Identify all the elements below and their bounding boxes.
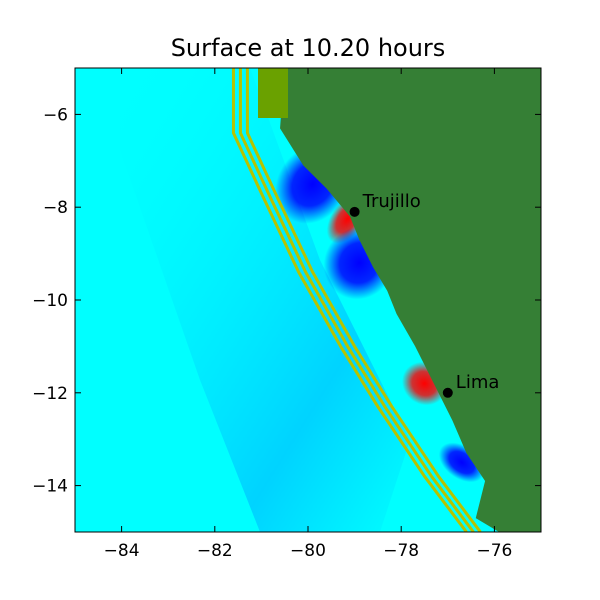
y-tick-label: −12 (32, 384, 68, 404)
x-tick-label: −78 (383, 541, 419, 561)
city-label-trujillo: Trujillo (362, 191, 421, 212)
contour-line-0 (231, 68, 468, 532)
y-tick-label: −14 (32, 477, 68, 497)
contour-line-2 (245, 68, 482, 532)
bathymetry-contours (231, 68, 482, 532)
y-tick-label: −10 (32, 291, 68, 311)
y-tick-label: −8 (43, 198, 68, 218)
x-tick-label: −80 (290, 541, 326, 561)
land-mass (280, 68, 541, 532)
city-markers: Trujillo Lima (349, 191, 500, 398)
x-tick-label: −84 (104, 541, 140, 561)
y-tick-label: −6 (43, 105, 68, 125)
land-highland-patch (258, 68, 288, 118)
deep-ocean-band (120, 68, 410, 532)
city-label-lima: Lima (456, 372, 500, 393)
chart-title: Surface at 10.20 hours (170, 34, 446, 62)
x-tick-label: −82 (197, 541, 233, 561)
x-tick-label: −76 (476, 541, 512, 561)
city-marker-trujillo (349, 206, 360, 217)
x-axis: −84 −82 −80 −78 −76 (104, 68, 512, 561)
city-marker-lima (442, 387, 453, 398)
y-axis: −6 −8 −10 −12 −14 (32, 105, 541, 497)
contour-line-1 (238, 68, 475, 532)
